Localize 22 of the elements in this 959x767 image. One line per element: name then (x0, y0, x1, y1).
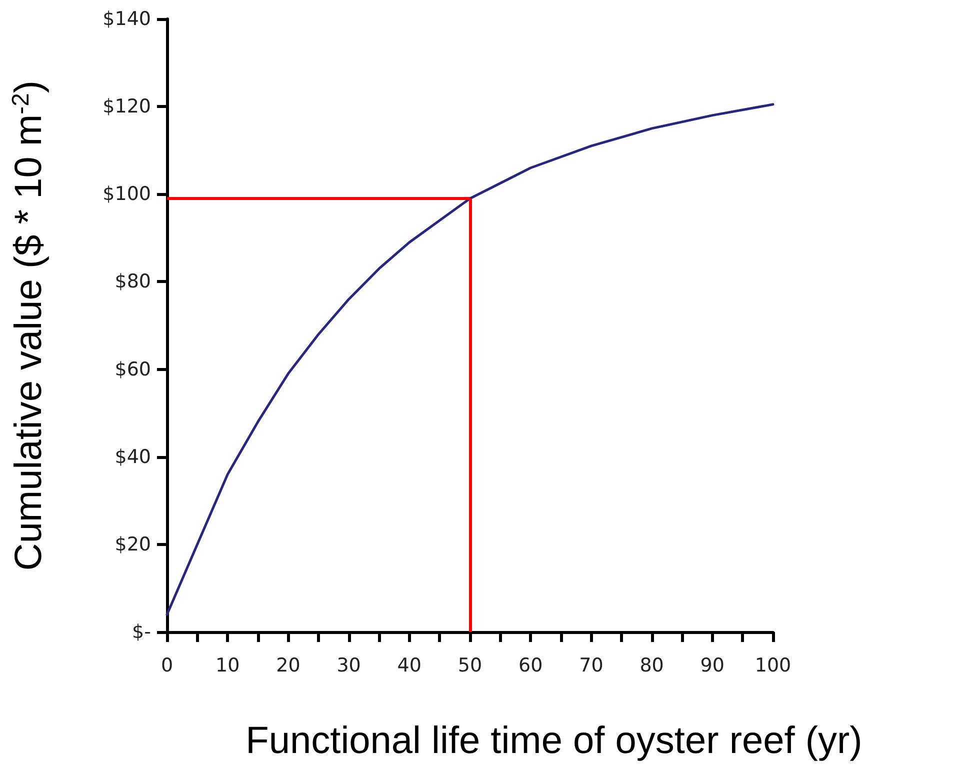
x-tick-label: 70 (579, 654, 604, 676)
x-tick-label: 0 (160, 654, 174, 676)
y-tick-label: $140 (102, 8, 151, 30)
x-tick-label: 50 (458, 654, 482, 676)
x-tick-label: 90 (700, 654, 724, 676)
y-axis-title: Cumulative value ($ * 10 m-2) (8, 80, 50, 571)
x-axis-title: Functional life time of oyster reef (yr) (246, 720, 862, 762)
y-tick-label: $20 (114, 533, 151, 556)
y-tick-label: $80 (114, 270, 151, 293)
x-tick-label: 10 (216, 654, 240, 676)
y-tick-label: $60 (114, 358, 151, 380)
x-tick-label: 100 (754, 654, 792, 676)
x-tick-label: 80 (640, 654, 664, 676)
y-tick-label: $40 (114, 446, 151, 468)
y-tick-label: $- (132, 621, 151, 643)
line-series (166, 103, 774, 616)
y-tick-label: $100 (102, 183, 151, 206)
x-tick-label: 30 (336, 654, 361, 676)
x-tick-label: 20 (276, 654, 300, 676)
x-tick-label: 40 (397, 654, 422, 676)
y-tick-label: $120 (102, 96, 151, 118)
x-tick-label: 60 (518, 654, 543, 676)
